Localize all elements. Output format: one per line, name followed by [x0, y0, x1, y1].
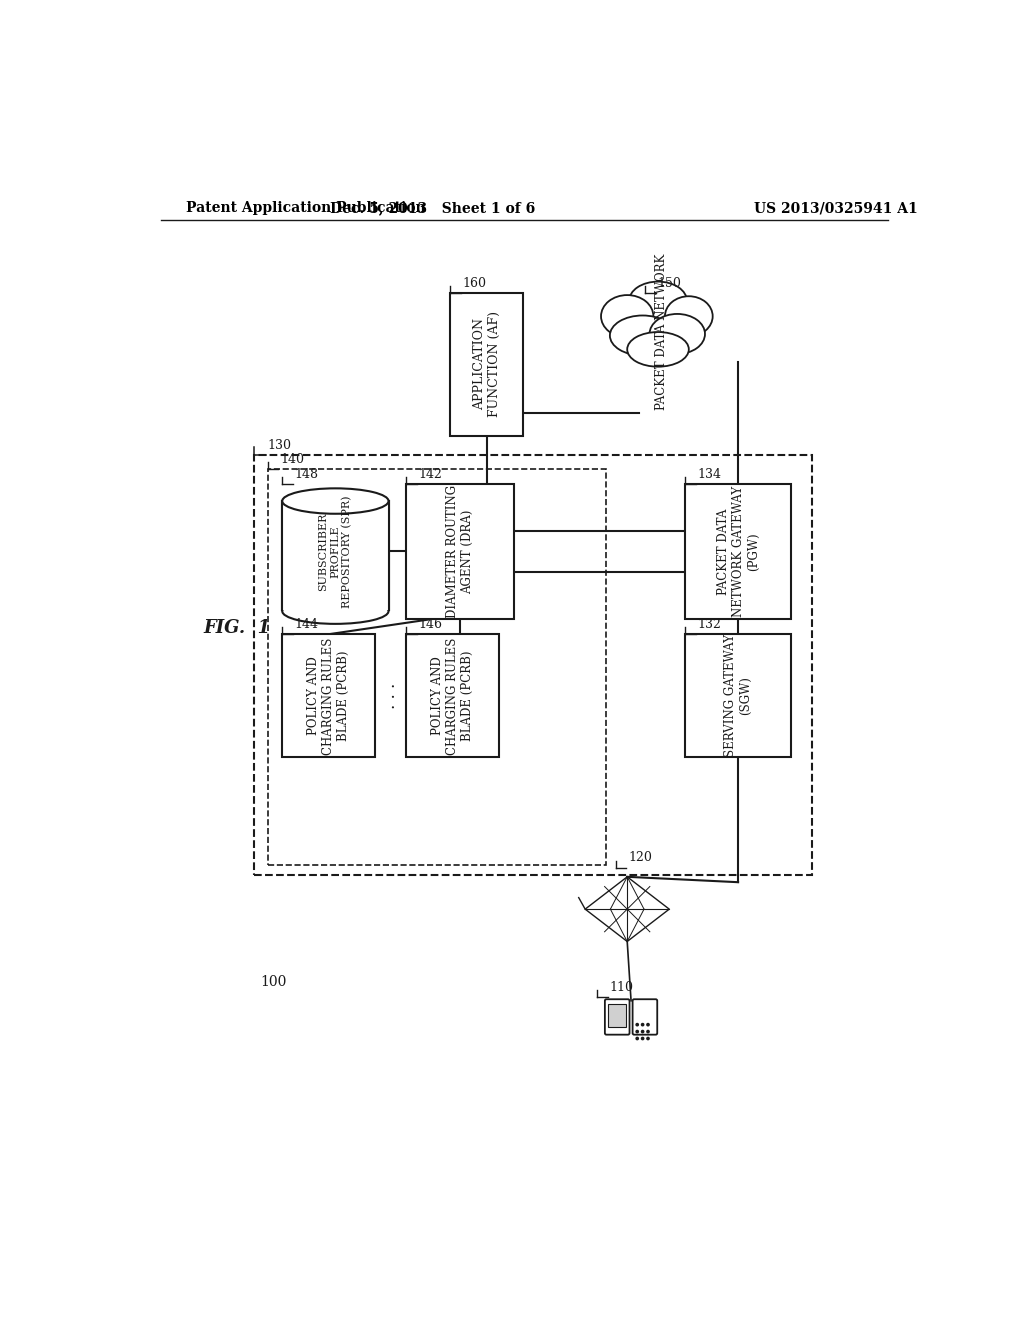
- Bar: [685, 635, 792, 758]
- Ellipse shape: [665, 296, 713, 337]
- Bar: [608, 1003, 627, 1027]
- Circle shape: [636, 1038, 638, 1040]
- Ellipse shape: [649, 314, 705, 354]
- Text: POLICY AND
CHARGING RULES
BLADE (PCRB): POLICY AND CHARGING RULES BLADE (PCRB): [431, 638, 474, 755]
- Bar: [267, 469, 606, 866]
- Text: FIG.  1: FIG. 1: [204, 619, 270, 638]
- Circle shape: [641, 1023, 644, 1026]
- Text: DIAMETER ROUTING
AGENT (DRA): DIAMETER ROUTING AGENT (DRA): [446, 484, 474, 618]
- Text: SUBSCRIBER
PROFILE
REPOSITORY (SPR): SUBSCRIBER PROFILE REPOSITORY (SPR): [318, 495, 352, 607]
- Text: PACKET DATA
NETWORK GATEWAY
(PGW): PACKET DATA NETWORK GATEWAY (PGW): [717, 486, 760, 616]
- Text: 150: 150: [657, 277, 681, 290]
- Text: 120: 120: [628, 851, 652, 865]
- Text: US 2013/0325941 A1: US 2013/0325941 A1: [755, 202, 918, 215]
- Bar: [451, 293, 523, 436]
- Circle shape: [636, 1023, 638, 1026]
- Text: 130: 130: [267, 438, 292, 451]
- Text: 100: 100: [260, 975, 286, 989]
- Ellipse shape: [601, 296, 653, 338]
- Text: 142: 142: [419, 469, 442, 480]
- Ellipse shape: [628, 333, 689, 367]
- Circle shape: [647, 1031, 649, 1032]
- Text: 132: 132: [697, 618, 721, 631]
- FancyBboxPatch shape: [605, 999, 630, 1035]
- Text: 110: 110: [609, 981, 634, 994]
- Circle shape: [641, 1038, 644, 1040]
- Text: SERVING GATEWAY
(SGW): SERVING GATEWAY (SGW): [724, 635, 752, 758]
- Text: . . .: . . .: [382, 682, 399, 709]
- Ellipse shape: [629, 281, 687, 321]
- Text: Dec. 5, 2013   Sheet 1 of 6: Dec. 5, 2013 Sheet 1 of 6: [330, 202, 535, 215]
- Bar: [254, 455, 812, 875]
- Text: POLICY AND
CHARGING RULES
BLADE (PCRB): POLICY AND CHARGING RULES BLADE (PCRB): [307, 638, 350, 755]
- Bar: [283, 502, 388, 610]
- Circle shape: [647, 1023, 649, 1026]
- Bar: [685, 484, 792, 619]
- Text: 146: 146: [419, 618, 442, 631]
- Ellipse shape: [283, 598, 388, 624]
- Text: APPLICATION
FUNCTION (AF): APPLICATION FUNCTION (AF): [473, 312, 501, 417]
- Ellipse shape: [610, 315, 676, 355]
- Circle shape: [641, 1031, 644, 1032]
- Circle shape: [636, 1031, 638, 1032]
- Text: 148: 148: [295, 469, 318, 480]
- Text: Patent Application Publication: Patent Application Publication: [186, 202, 426, 215]
- FancyBboxPatch shape: [633, 999, 657, 1035]
- Text: 144: 144: [295, 618, 318, 631]
- Ellipse shape: [283, 488, 388, 513]
- Text: 160: 160: [463, 277, 486, 290]
- Text: PACKET DATA NETWORK: PACKET DATA NETWORK: [655, 253, 669, 409]
- Text: 134: 134: [697, 469, 721, 480]
- Circle shape: [647, 1038, 649, 1040]
- Text: 140: 140: [280, 453, 304, 466]
- Bar: [407, 635, 499, 758]
- Bar: [283, 635, 375, 758]
- Bar: [407, 484, 514, 619]
